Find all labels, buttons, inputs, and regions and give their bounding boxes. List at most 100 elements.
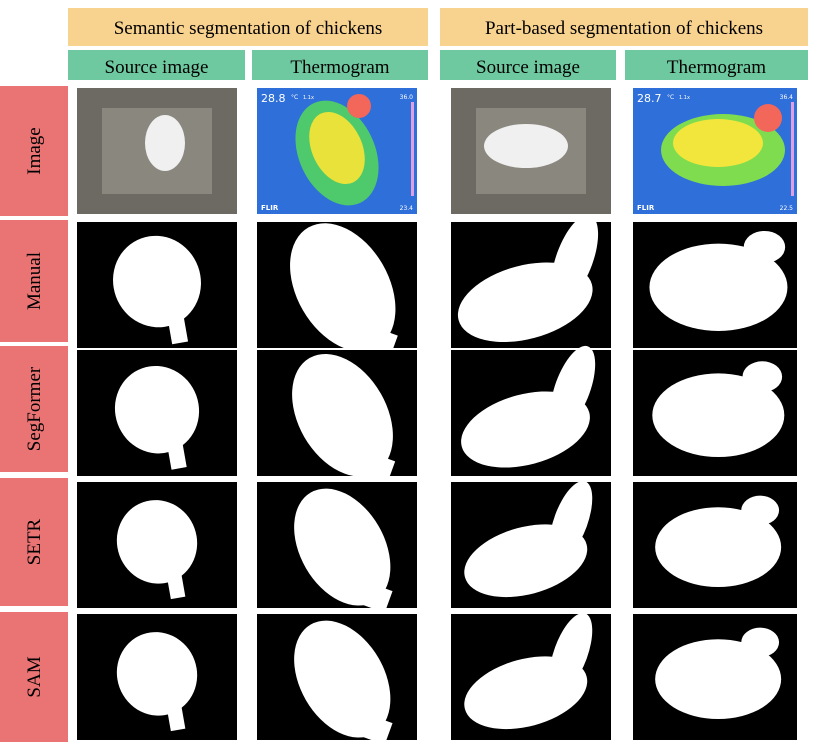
mask-shape (652, 373, 785, 457)
thermal-max: 36.0 (400, 94, 414, 101)
mask-shape (165, 434, 187, 470)
thermal-max: 36.4 (780, 94, 794, 101)
column-title: Source image (105, 57, 209, 78)
mask-shape (743, 230, 786, 264)
mask-shape (549, 612, 593, 693)
row-title: Manual (24, 252, 45, 310)
chicken (145, 115, 185, 171)
mask (116, 500, 198, 600)
mask (294, 620, 393, 745)
thermal-unit: °C (667, 94, 674, 101)
mask-shape (350, 578, 393, 613)
cell-image (451, 480, 611, 608)
column-header (252, 50, 428, 80)
cell-image (451, 88, 611, 214)
mask (655, 495, 782, 587)
mask (457, 214, 599, 343)
column-title: Thermogram (667, 57, 766, 78)
row-header (0, 220, 68, 342)
row-header (0, 346, 68, 472)
cell-image (451, 214, 611, 348)
mask (464, 480, 593, 598)
thermal-zoom: 1.1x (303, 95, 314, 101)
thermal-min: 22.5 (780, 205, 794, 212)
mask-shape (549, 480, 593, 561)
column-header (440, 50, 616, 80)
thermal-temp: 28.8 (261, 92, 286, 105)
thermal-scale (411, 102, 414, 196)
thermal-brand: FLIR (637, 204, 655, 212)
mask (652, 361, 785, 457)
mask-shape (351, 321, 398, 360)
mask-shape (655, 507, 782, 587)
mask-shape (116, 632, 198, 716)
thermal-core (309, 111, 365, 185)
row-header (0, 478, 68, 606)
cell-image (451, 345, 611, 476)
mask-shape (292, 353, 393, 477)
cell-image (633, 350, 797, 476)
group-header (68, 8, 428, 46)
cell-image (257, 222, 417, 360)
mask-shape (741, 495, 780, 526)
cell-image (77, 222, 237, 348)
group-title: Semantic segmentation of chickens (114, 18, 383, 39)
thermal-core (673, 119, 763, 167)
mask-shape (649, 243, 788, 331)
thermal-head (754, 104, 782, 132)
row-title: SegFormer (24, 366, 45, 451)
column-header (625, 50, 808, 80)
cell-image (77, 614, 237, 740)
thermal-scale (791, 102, 794, 196)
row-title: SAM (24, 656, 45, 697)
cell-image (77, 482, 237, 608)
cell-image (451, 612, 611, 740)
cell-image: 28.7 °C 1.1x 36.4 22.5 FLIR (633, 88, 797, 214)
column-header (68, 50, 245, 80)
mask-shape (294, 488, 391, 606)
mask-shape (655, 639, 782, 719)
group-title: Part-based segmentation of chickens (485, 18, 763, 39)
cell-image (633, 482, 797, 608)
mask-shape (550, 345, 596, 430)
mask-shape (350, 448, 396, 485)
column-title: Source image (476, 57, 580, 78)
mask-shape (166, 307, 189, 345)
column-title: Thermogram (290, 57, 389, 78)
mask (649, 230, 788, 331)
row-title: SETR (24, 518, 45, 565)
mask-shape (290, 223, 396, 352)
cell-image (77, 350, 237, 476)
mask-shape (165, 697, 186, 732)
mask-shape (551, 214, 599, 303)
mask-shape (113, 235, 201, 328)
chicken (484, 124, 568, 168)
mask (116, 632, 198, 732)
thermal-zoom: 1.1x (679, 95, 690, 101)
mask-shape (741, 627, 780, 658)
mask-shape (114, 365, 200, 454)
mask (292, 353, 396, 485)
mask (290, 223, 398, 360)
row-header (0, 612, 68, 742)
cell-image (77, 88, 237, 214)
cell-image (633, 614, 797, 740)
mask (294, 488, 393, 613)
row-title: Image (24, 127, 45, 174)
mask-shape (116, 500, 198, 584)
mask-shape (165, 565, 186, 600)
cell-image (257, 350, 417, 485)
cell-image (257, 482, 417, 613)
thermal-temp: 28.7 (637, 92, 662, 105)
mask (114, 365, 200, 470)
thermal-brand: FLIR (261, 204, 279, 212)
row-header (0, 86, 68, 216)
cell-image (633, 222, 797, 348)
mask-shape (742, 361, 783, 393)
group-header (440, 8, 808, 46)
thermal-head (347, 94, 371, 118)
mask (464, 612, 593, 730)
thermal-unit: °C (291, 94, 298, 101)
cell-image (257, 614, 417, 745)
